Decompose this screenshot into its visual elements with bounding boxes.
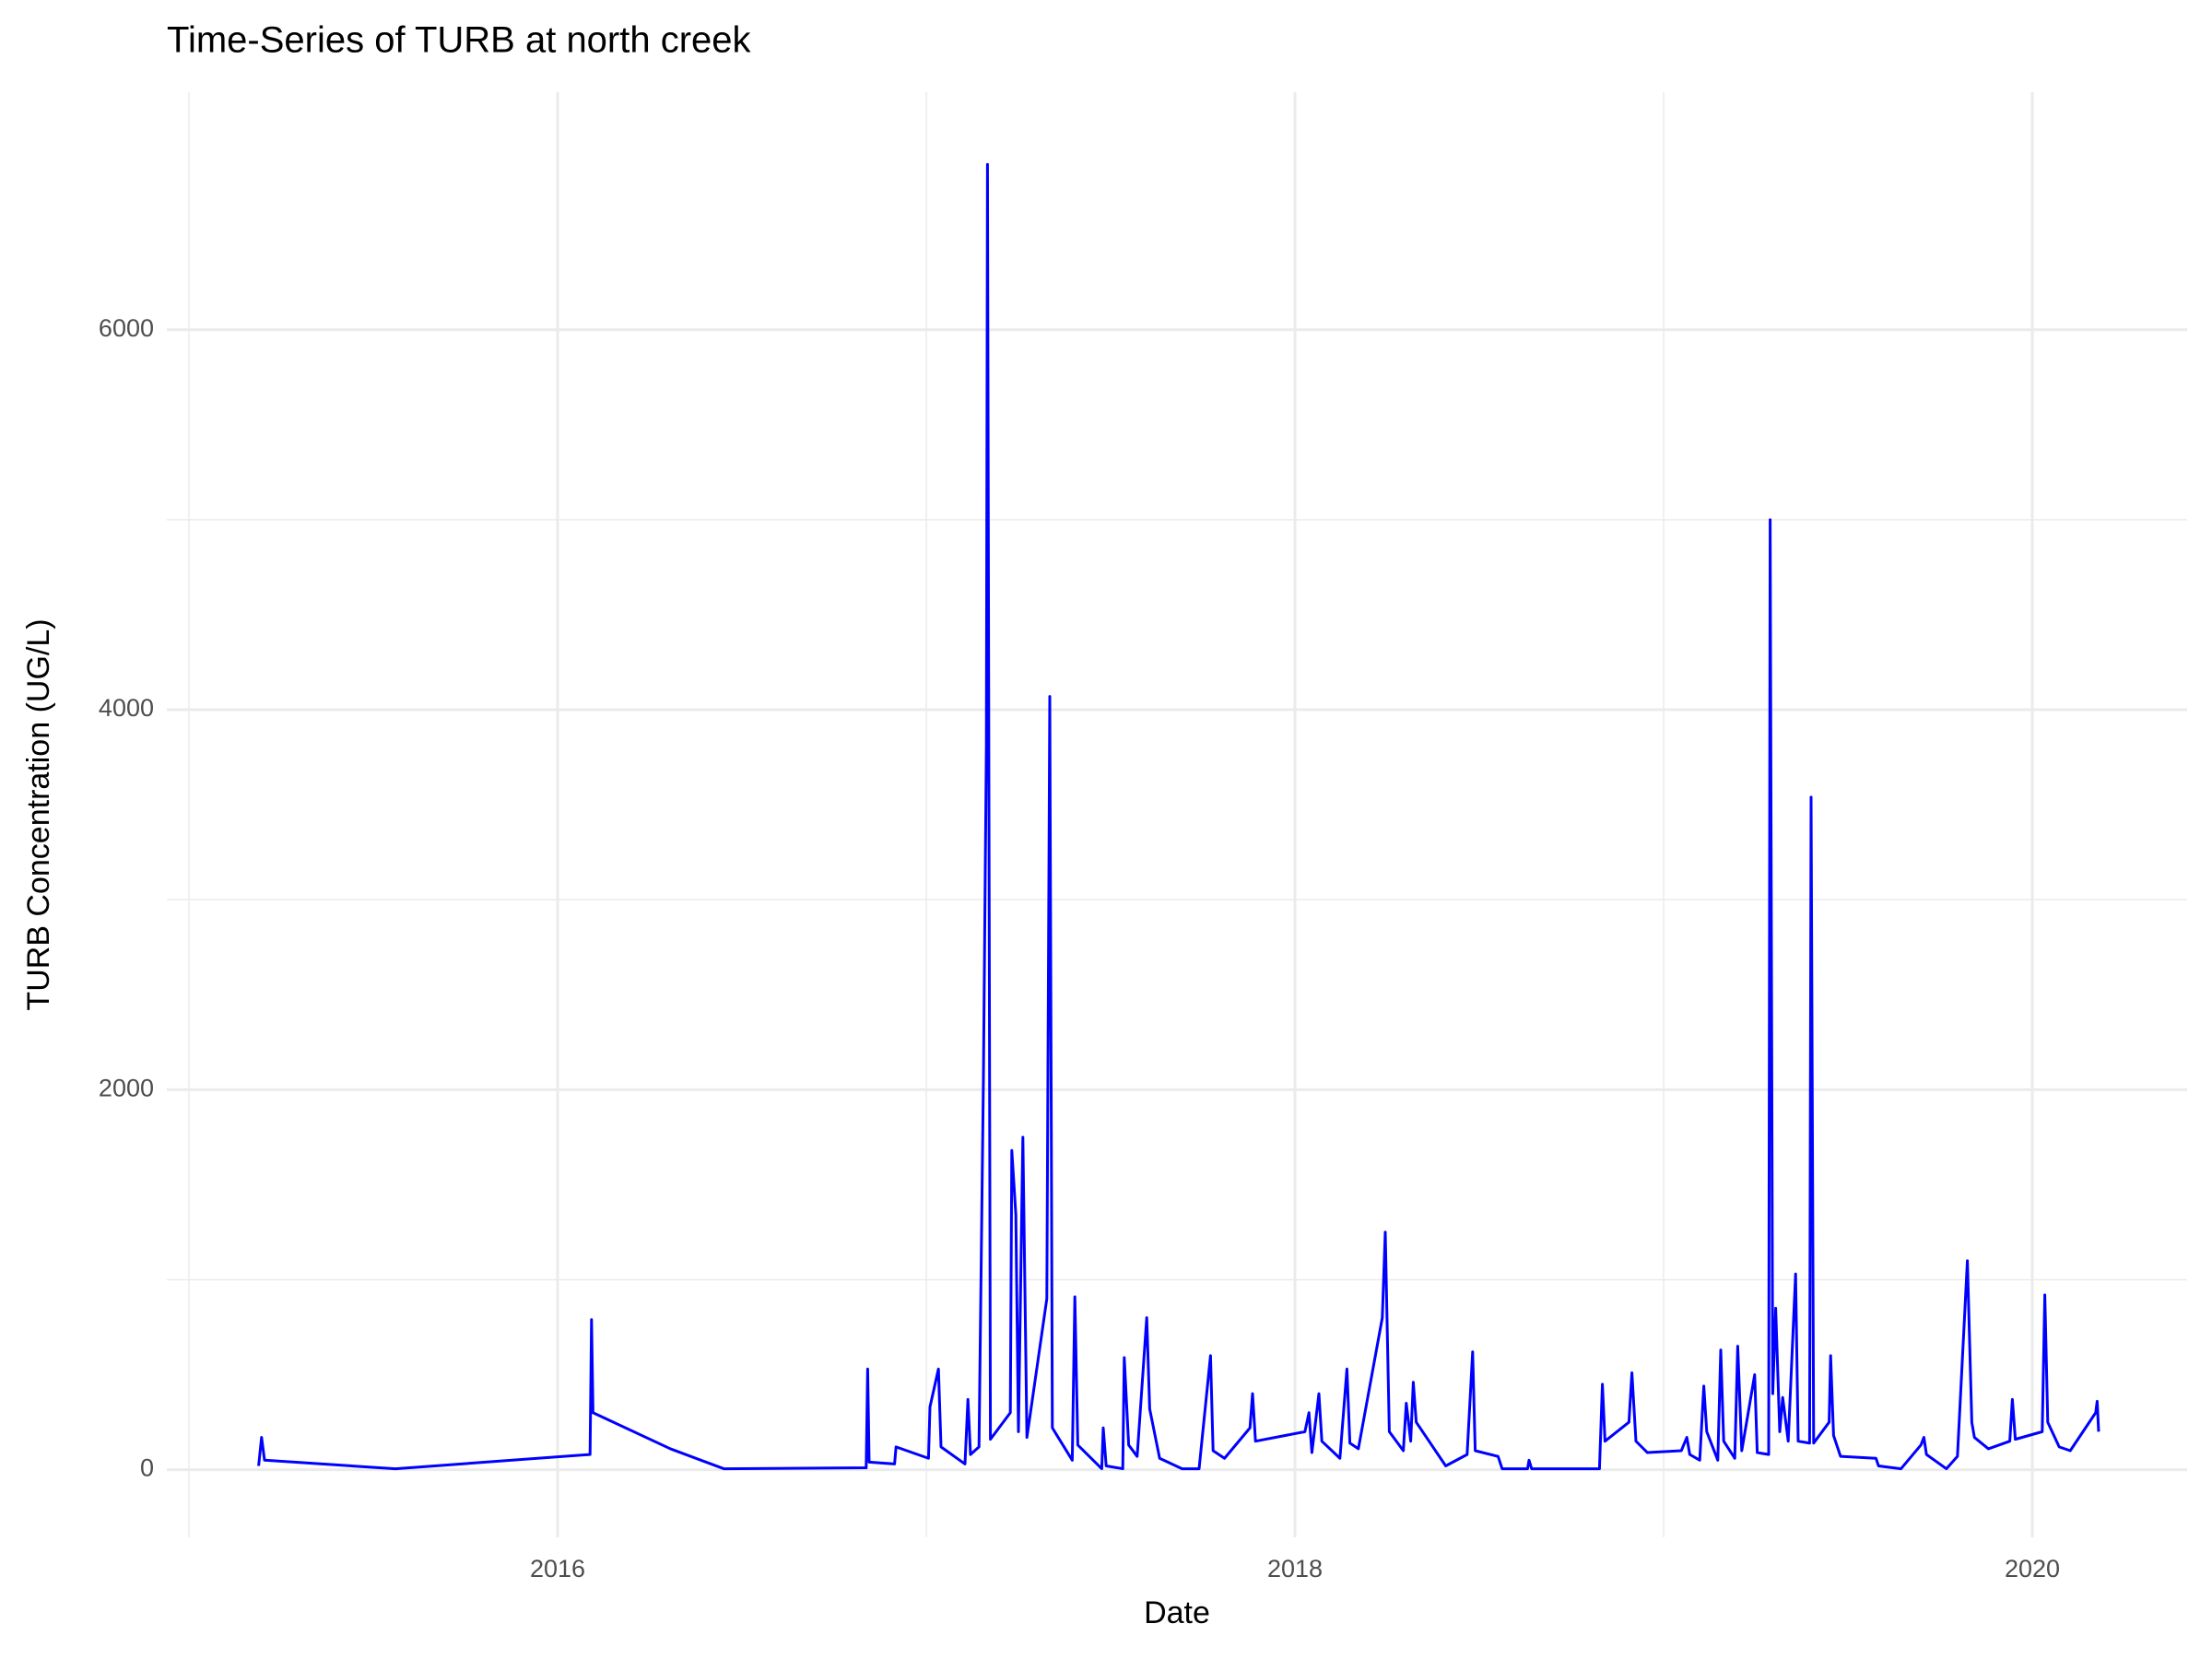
y-tick-label: 4000 xyxy=(99,694,154,722)
y-tick-label: 2000 xyxy=(99,1074,154,1101)
chart-title: Time-Series of TURB at north creek xyxy=(167,20,752,61)
x-tick-label: 2020 xyxy=(2005,1555,2060,1583)
x-tick-label: 2018 xyxy=(1267,1555,1323,1583)
y-tick-label: 0 xyxy=(140,1454,154,1482)
data-line xyxy=(257,162,2100,1471)
grid xyxy=(167,92,2187,1537)
y-axis-title: TURB Concentration (UG/L) xyxy=(21,618,56,1010)
x-axis-title: Date xyxy=(1144,1595,1210,1630)
x-tick-label: 2016 xyxy=(530,1555,585,1583)
y-tick-label: 6000 xyxy=(99,314,154,342)
